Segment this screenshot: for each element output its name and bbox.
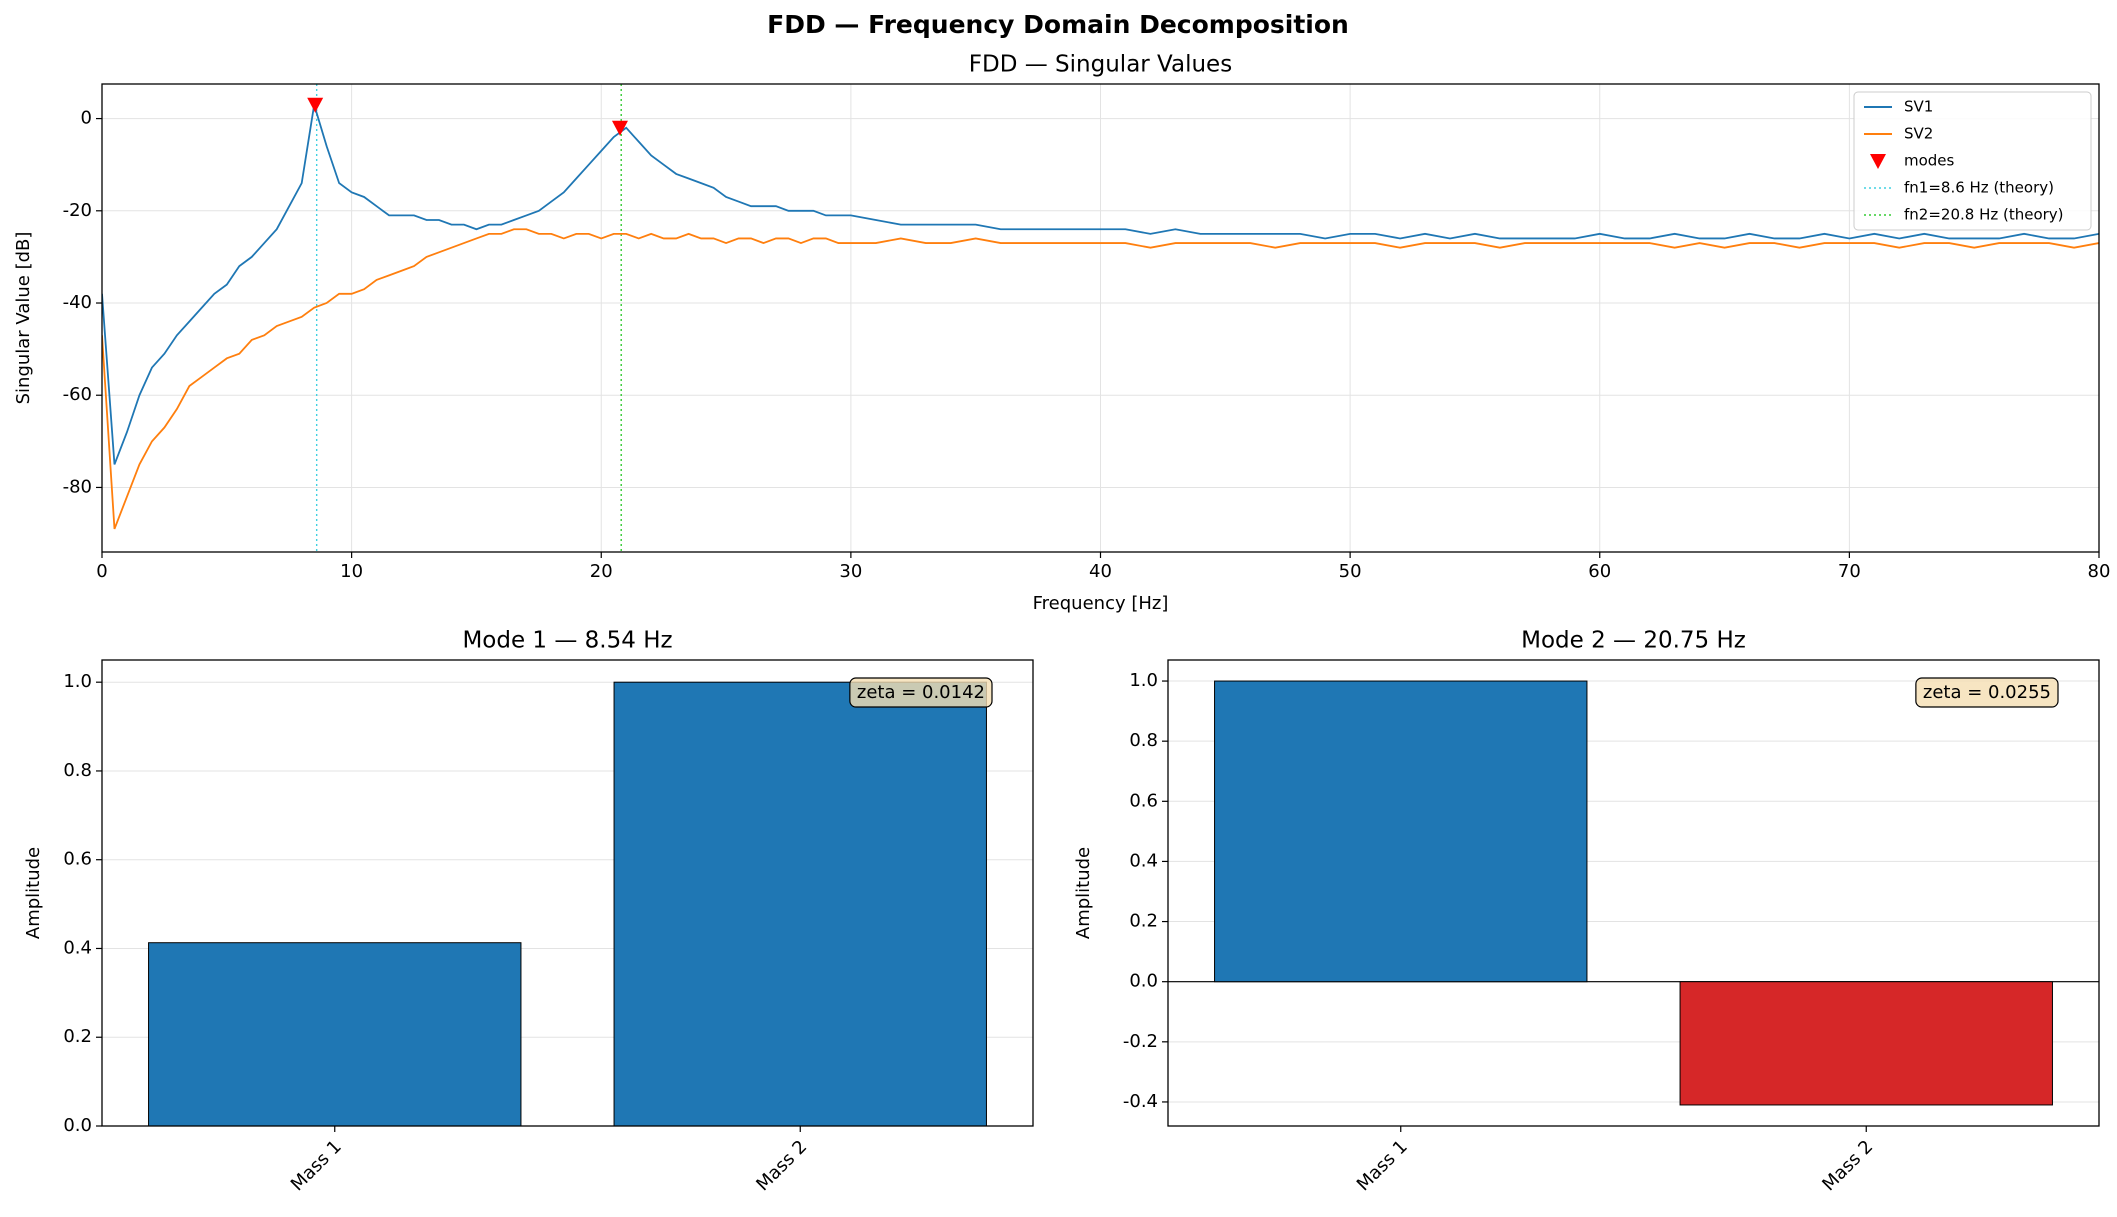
x-tick-label: 80: [2088, 561, 2111, 582]
legend-label: SV2: [1904, 125, 1933, 143]
y-tick-label: 0: [81, 108, 92, 129]
legend-label: fn1=8.6 Hz (theory): [1904, 179, 2054, 197]
y-tick-label: -0.4: [1123, 1091, 1158, 1112]
series-line: [102, 228, 2099, 530]
y-tick-label: -20: [63, 200, 92, 221]
x-axis-label: Frequency [Hz]: [1033, 593, 1169, 614]
mode-marker: [307, 97, 324, 113]
x-tick-label: 10: [340, 561, 363, 582]
y-tick-label: -60: [63, 384, 92, 405]
x-tick-label: 70: [1838, 561, 1861, 582]
bar: [1679, 981, 2053, 1106]
annotation-box: [1915, 677, 2059, 708]
bar: [148, 942, 522, 1127]
legend-label: fn2=20.8 Hz (theory): [1904, 206, 2064, 224]
legend-label: SV1: [1904, 98, 1933, 116]
y-tick-label: 0.8: [1129, 730, 1158, 751]
series-line: [102, 104, 2099, 465]
legend-box: [1853, 91, 2092, 231]
chart-title: FDD — Singular Values: [969, 52, 1232, 78]
legend-marker: [1870, 154, 1886, 169]
bar: [1214, 680, 1588, 983]
y-tick-label: 0.2: [1129, 911, 1158, 932]
chart-title: Mode 1 — 8.54 Hz: [462, 628, 672, 654]
x-tick-label: 0: [96, 561, 107, 582]
x-tick-label: 40: [1089, 561, 1112, 582]
y-tick-label: 0.0: [63, 1115, 92, 1136]
mode-marker: [611, 120, 628, 136]
y-tick-label: 0.4: [1129, 850, 1158, 871]
axes-frame: [101, 659, 1034, 1127]
bar: [613, 681, 987, 1127]
y-tick-label: 0.4: [63, 937, 92, 958]
x-tick-label: 20: [590, 561, 613, 582]
y-tick-label: -40: [63, 292, 92, 313]
y-tick-label: 0.2: [63, 1026, 92, 1047]
x-tick-label: 60: [1588, 561, 1611, 582]
chart-title: Mode 2 — 20.75 Hz: [1521, 628, 1746, 654]
y-axis-label: Amplitude: [23, 847, 44, 939]
y-tick-label: 0.8: [63, 760, 92, 781]
axes-frame: [101, 83, 2100, 553]
x-tick-label: 30: [839, 561, 862, 582]
y-tick-label: -80: [63, 476, 92, 497]
y-axis-label: Amplitude: [1073, 847, 1094, 939]
y-tick-label: 0.6: [1129, 790, 1158, 811]
annotation: zeta = 0.0255: [1923, 682, 2051, 703]
y-tick-label: 0.6: [63, 849, 92, 870]
axes-frame: [1167, 659, 2100, 1127]
legend-label: modes: [1904, 152, 1955, 170]
y-axis-label: Singular Value [dB]: [13, 232, 34, 405]
y-tick-label: 0.0: [1129, 971, 1158, 992]
y-tick-label: -0.2: [1123, 1031, 1158, 1052]
annotation-box: [849, 677, 993, 708]
figure-title: FDD — Frequency Domain Decomposition: [767, 10, 1349, 39]
y-tick-label: 1.0: [1129, 670, 1158, 691]
x-tick-label: 50: [1339, 561, 1362, 582]
y-tick-label: 1.0: [63, 671, 92, 692]
annotation: zeta = 0.0142: [857, 682, 985, 703]
